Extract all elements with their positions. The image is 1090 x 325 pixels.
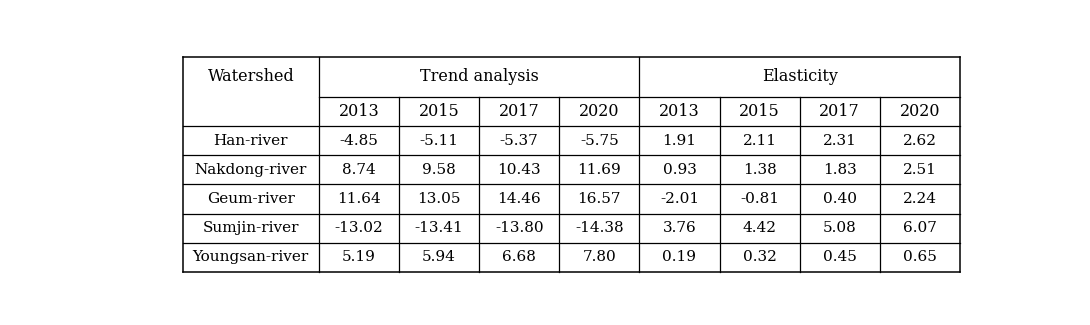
Text: 2.51: 2.51 (903, 163, 936, 177)
Text: 6.07: 6.07 (903, 221, 936, 235)
Text: 0.32: 0.32 (742, 250, 776, 264)
Text: 2020: 2020 (899, 103, 940, 120)
Text: 0.40: 0.40 (823, 192, 857, 206)
Text: Youngsan-river: Youngsan-river (193, 250, 308, 264)
Text: 4.42: 4.42 (742, 221, 776, 235)
Text: 0.65: 0.65 (903, 250, 936, 264)
Text: 6.68: 6.68 (502, 250, 536, 264)
Text: -5.37: -5.37 (500, 134, 538, 148)
Text: 8.74: 8.74 (342, 163, 376, 177)
Text: -13.41: -13.41 (414, 221, 463, 235)
Text: Trend analysis: Trend analysis (420, 68, 538, 85)
Text: 2.11: 2.11 (742, 134, 776, 148)
Text: 2.31: 2.31 (823, 134, 857, 148)
Text: 16.57: 16.57 (578, 192, 621, 206)
Text: 2013: 2013 (339, 103, 379, 120)
Text: 0.19: 0.19 (663, 250, 697, 264)
Text: Elasticity: Elasticity (762, 68, 837, 85)
Text: -13.02: -13.02 (335, 221, 384, 235)
Text: 5.94: 5.94 (422, 250, 456, 264)
Text: 2020: 2020 (579, 103, 619, 120)
Text: 1.91: 1.91 (663, 134, 697, 148)
Text: -4.85: -4.85 (340, 134, 378, 148)
Text: 9.58: 9.58 (422, 163, 456, 177)
Text: 14.46: 14.46 (497, 192, 541, 206)
Text: Geum-river: Geum-river (207, 192, 294, 206)
Text: 2015: 2015 (739, 103, 780, 120)
Text: -2.01: -2.01 (659, 192, 699, 206)
Text: 2013: 2013 (659, 103, 700, 120)
Text: 3.76: 3.76 (663, 221, 697, 235)
Text: -5.11: -5.11 (420, 134, 459, 148)
Text: -13.80: -13.80 (495, 221, 544, 235)
Text: 5.08: 5.08 (823, 221, 857, 235)
Text: 10.43: 10.43 (497, 163, 541, 177)
Text: 2.24: 2.24 (903, 192, 936, 206)
Text: Han-river: Han-river (214, 134, 288, 148)
Text: 2.62: 2.62 (903, 134, 936, 148)
Text: -0.81: -0.81 (740, 192, 779, 206)
Text: Sumjin-river: Sumjin-river (203, 221, 299, 235)
Text: 11.69: 11.69 (578, 163, 621, 177)
Text: 7.80: 7.80 (582, 250, 616, 264)
Text: 1.83: 1.83 (823, 163, 857, 177)
Text: 5.19: 5.19 (342, 250, 376, 264)
Text: -5.75: -5.75 (580, 134, 619, 148)
Text: 13.05: 13.05 (417, 192, 461, 206)
Text: 11.64: 11.64 (337, 192, 380, 206)
Text: 0.45: 0.45 (823, 250, 857, 264)
Text: 2017: 2017 (499, 103, 540, 120)
Text: -14.38: -14.38 (576, 221, 623, 235)
Text: Nakdong-river: Nakdong-river (195, 163, 307, 177)
Text: Watershed: Watershed (207, 68, 294, 85)
Text: 1.38: 1.38 (742, 163, 776, 177)
Text: 2015: 2015 (419, 103, 460, 120)
Text: 2017: 2017 (820, 103, 860, 120)
Text: 0.93: 0.93 (663, 163, 697, 177)
